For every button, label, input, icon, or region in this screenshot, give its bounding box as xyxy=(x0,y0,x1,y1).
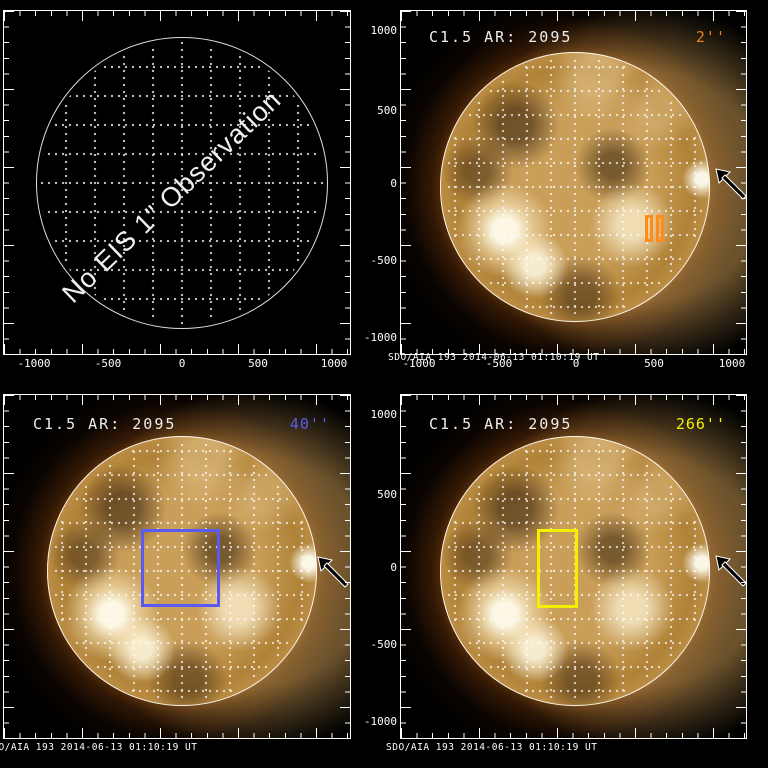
slit-width-label: 40'' xyxy=(289,415,330,433)
image-caption: SDO/AIA 193 2014-06-13 01:10:19 UT xyxy=(386,742,598,753)
panel-title: C1.5 AR: 2095 xyxy=(429,28,573,46)
solar-limb-circle xyxy=(47,436,317,706)
y-axis-tick-label: -500 xyxy=(370,638,398,651)
slit-width-label: 2'' xyxy=(695,28,726,46)
panel-slot-266arcsec: C1.5 AR: 2095 266'' xyxy=(400,394,747,739)
y-axis-tick-label: 500 xyxy=(377,104,397,117)
solar-limb-circle xyxy=(440,436,710,706)
y-axis-tick-label: 1000 xyxy=(370,24,398,37)
x-axis-tick-label: 0 xyxy=(572,357,580,370)
x-axis-tick-label: -500 xyxy=(485,357,513,370)
eis-slit-fov-marker xyxy=(645,215,664,242)
limb-pointer-arrow-icon xyxy=(715,168,746,200)
x-axis-tick-label: 0 xyxy=(178,357,186,370)
eis-raster-fov-box xyxy=(141,529,220,607)
x-axis-tick-label: -500 xyxy=(94,357,122,370)
panel-title: C1.5 AR: 2095 xyxy=(33,415,177,433)
limb-pointer-arrow-icon xyxy=(715,555,746,587)
tick-marks-bottom xyxy=(4,344,350,354)
y-axis-tick-label: 0 xyxy=(390,177,397,190)
y-axis-tick-label: -1000 xyxy=(363,331,397,344)
image-caption: SDO/AIA 193 2014-06-13 01:10:19 UT xyxy=(0,742,198,753)
x-axis-tick-label: 1000 xyxy=(718,357,746,370)
slit-width-label: 266'' xyxy=(675,415,726,433)
eis-slot-fov-box xyxy=(537,529,578,608)
x-axis-tick-label: 1000 xyxy=(320,357,348,370)
tick-marks-left xyxy=(4,11,14,354)
panel-slit-40arcsec: C1.5 AR: 2095 40'' xyxy=(3,394,351,739)
x-axis-tick-label: 500 xyxy=(644,357,664,370)
image-caption: SDO/AIA 193 2014-06-13 01:10:19 UT xyxy=(388,352,600,363)
panel-title: C1.5 AR: 2095 xyxy=(429,415,573,433)
y-axis-tick-label: -1000 xyxy=(363,715,397,728)
tick-marks-right xyxy=(340,11,350,354)
x-axis-tick-label: -1000 xyxy=(402,357,436,370)
x-axis-tick-label: -1000 xyxy=(17,357,51,370)
x-axis-tick-label: 500 xyxy=(248,357,268,370)
tick-marks-top xyxy=(4,11,350,21)
y-axis-tick-label: 500 xyxy=(377,488,397,501)
y-axis-tick-label: 0 xyxy=(390,561,397,574)
y-axis-tick-label: 1000 xyxy=(370,408,398,421)
slit-rectangle xyxy=(656,215,664,242)
solar-limb-circle xyxy=(440,52,710,322)
heliographic-dot-grid xyxy=(40,41,324,325)
solar-grid-globe xyxy=(36,37,328,329)
panel-slit-2arcsec: C1.5 AR: 2095 2'' xyxy=(400,10,747,355)
limb-pointer-arrow-icon xyxy=(317,556,349,588)
panel-no-eis-observation: No EIS 1" Observation xyxy=(3,10,351,355)
slit-rectangle xyxy=(645,215,653,242)
y-axis-tick-label: -500 xyxy=(370,254,398,267)
